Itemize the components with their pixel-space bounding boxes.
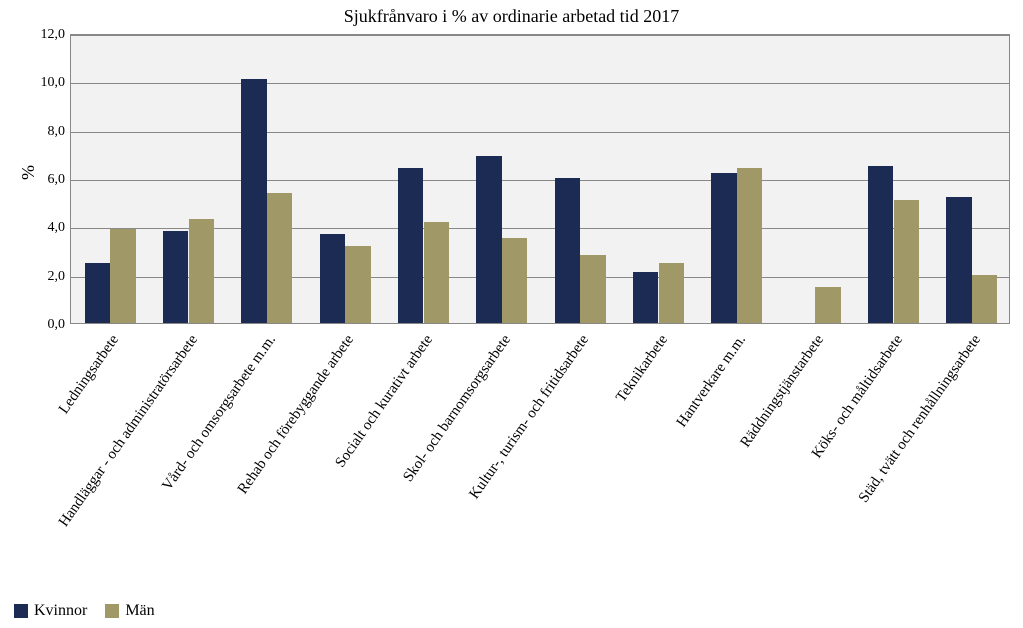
bar-kvinnor bbox=[241, 79, 266, 323]
bar-män bbox=[894, 200, 919, 323]
bar-kvinnor bbox=[85, 263, 110, 323]
chart-title: Sjukfrånvaro i % av ordinarie arbetad ti… bbox=[0, 0, 1023, 27]
x-tick-label: Ledningsarbete bbox=[56, 332, 123, 417]
bar-män bbox=[659, 263, 684, 323]
y-tick-label: 12,0 bbox=[41, 27, 66, 43]
legend-swatch bbox=[105, 604, 119, 618]
bar-män bbox=[502, 238, 527, 323]
y-tick-label: 8,0 bbox=[48, 124, 66, 140]
y-axis-label: % bbox=[18, 165, 39, 180]
bar-män bbox=[737, 168, 762, 323]
legend: Kvinnor Män bbox=[14, 602, 155, 620]
bar-män bbox=[110, 229, 135, 323]
bar-män bbox=[424, 222, 449, 324]
bar-kvinnor bbox=[398, 168, 423, 323]
y-tick-label: 6,0 bbox=[48, 172, 66, 188]
x-tick-label: Teknikarbete bbox=[613, 332, 672, 406]
x-tick-label: Köks- och måltidsarbete bbox=[808, 332, 906, 462]
bar-kvinnor bbox=[320, 234, 345, 323]
y-tick-label: 2,0 bbox=[48, 269, 66, 285]
x-tick-label: Handläggar - och administratörsarbete bbox=[55, 332, 201, 530]
y-tick-label: 4,0 bbox=[48, 220, 66, 236]
bars-layer bbox=[71, 35, 1009, 323]
legend-item: Kvinnor bbox=[14, 602, 87, 620]
legend-item: Män bbox=[105, 602, 154, 620]
bar-män bbox=[345, 246, 370, 323]
legend-swatch bbox=[14, 604, 28, 618]
bar-kvinnor bbox=[633, 272, 658, 323]
bar-män bbox=[972, 275, 997, 323]
bar-kvinnor bbox=[868, 166, 893, 323]
y-tick-label: 10,0 bbox=[41, 75, 66, 91]
bar-män bbox=[267, 193, 292, 324]
x-tick-label: Hantverkare m.m. bbox=[673, 332, 749, 431]
bar-kvinnor bbox=[476, 156, 501, 323]
legend-label: Män bbox=[125, 602, 154, 620]
x-tick-label: Räddningstjänstarbete bbox=[738, 332, 828, 451]
bar-män bbox=[189, 219, 214, 323]
bar-kvinnor bbox=[711, 173, 736, 323]
legend-label: Kvinnor bbox=[34, 602, 87, 620]
chart-container: Sjukfrånvaro i % av ordinarie arbetad ti… bbox=[0, 0, 1023, 628]
bar-kvinnor bbox=[555, 178, 580, 323]
bar-kvinnor bbox=[163, 231, 188, 323]
bar-kvinnor bbox=[946, 197, 971, 323]
bar-män bbox=[815, 287, 840, 323]
y-tick-label: 0,0 bbox=[48, 317, 66, 333]
bar-män bbox=[580, 255, 605, 323]
plot-area: 0,02,04,06,08,010,012,0 bbox=[70, 34, 1010, 324]
x-axis-labels: LedningsarbeteHandläggar - och administr… bbox=[70, 326, 1010, 576]
